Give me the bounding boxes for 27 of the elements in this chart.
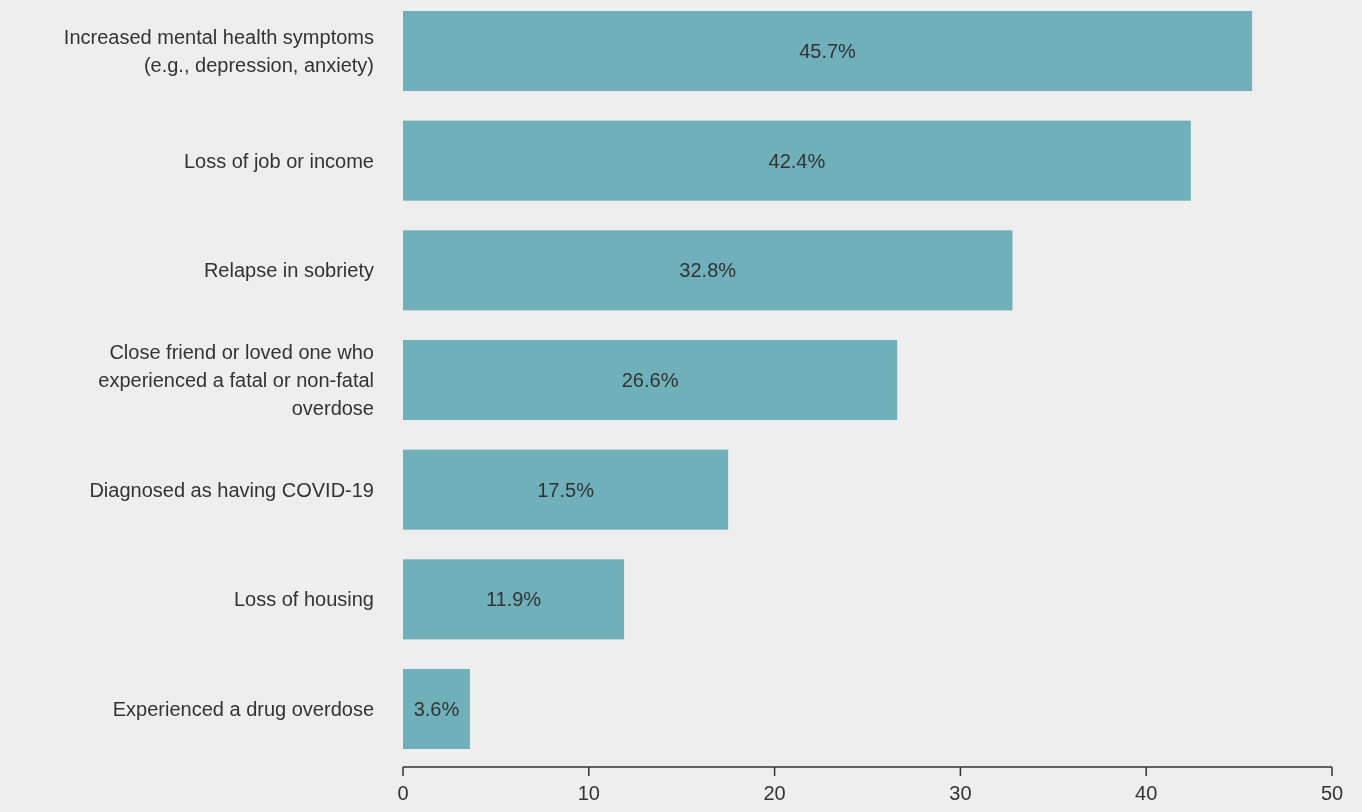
x-tick-label: 30 xyxy=(949,782,972,804)
bar xyxy=(403,10,1253,92)
y-tick-label: Relapse in sobriety xyxy=(203,259,374,282)
data-label: 32.8% xyxy=(679,259,737,282)
data-label: 45.7% xyxy=(799,40,857,62)
data-label: 11.9% xyxy=(485,588,542,611)
data-label: 42.4% xyxy=(768,149,826,172)
y-tick-label: Diagnosed as having COVID-19 xyxy=(89,478,374,501)
y-tick-label: Loss of housing xyxy=(233,588,374,611)
data-label: 17.5% xyxy=(537,478,595,501)
bar xyxy=(403,559,625,640)
data-label: 3.6% xyxy=(413,698,460,720)
data-label: 26.6% xyxy=(621,369,679,391)
x-tick-label: 0 xyxy=(397,782,409,804)
x-tick-label: 40 xyxy=(1135,782,1158,804)
bar xyxy=(403,120,1191,201)
bar xyxy=(403,339,898,421)
bar xyxy=(403,449,729,530)
x-tick-label: 10 xyxy=(577,782,600,804)
y-tick-label: Close friend or loved one who experienced a fatal or non-fatal overdose xyxy=(98,341,374,419)
bar xyxy=(403,230,1013,311)
x-tick-label: 50 xyxy=(1320,782,1344,804)
y-tick-label: Experienced a drug overdose xyxy=(112,698,374,720)
y-tick-label: Increased mental health symptoms (e.g., depression, anxiety) xyxy=(63,26,374,76)
y-tick-label: Loss of job or income xyxy=(183,149,374,172)
bar xyxy=(403,668,470,750)
x-tick-label: 20 xyxy=(763,782,786,804)
